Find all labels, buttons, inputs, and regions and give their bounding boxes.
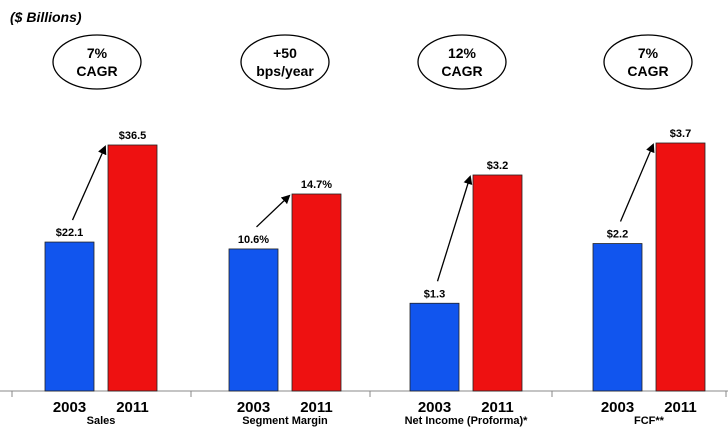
growth-arrow-4 — [619, 143, 655, 222]
callout-text-2-line-1: +50 — [273, 45, 297, 61]
growth-arrow-1 — [71, 145, 107, 221]
group-label-1: Sales — [87, 415, 116, 427]
callout-text-3-line-2: CAGR — [441, 63, 482, 79]
growth-arrow-3 — [436, 175, 473, 282]
callout-text-4-line-2: CAGR — [627, 63, 668, 79]
group-label-4: FCF** — [634, 415, 665, 427]
bar-3-2003 — [409, 302, 460, 392]
callout-text-1-line-1: 7% — [87, 45, 108, 61]
growth-arrow-2 — [256, 194, 291, 228]
callout-text-1-line-2: CAGR — [76, 63, 117, 79]
bar-4-2011 — [655, 142, 706, 392]
bar-2-2011 — [291, 193, 342, 392]
value-label-4-2003: $2.2 — [607, 229, 628, 241]
value-label-1-2011: $36.5 — [119, 130, 147, 142]
value-label-3-2011: $3.2 — [487, 160, 508, 172]
tick-label-2-2003: 2003 — [237, 399, 270, 416]
group-label-3: Net Income (Proforma)* — [405, 415, 529, 427]
bar-1-2003 — [44, 241, 95, 392]
bar-4-2003 — [592, 243, 643, 392]
tick-label-2-2011: 2011 — [300, 399, 333, 416]
tick-label-1-2011: 2011 — [116, 399, 149, 416]
callout-ellipse-2 — [240, 34, 330, 90]
tick-label-3-2011: 2011 — [481, 399, 514, 416]
callout-text-4-line-1: 7% — [638, 45, 659, 61]
callout-text-2-line-2: bps/year — [256, 63, 314, 79]
tick-label-1-2003: 2003 — [53, 399, 86, 416]
bar-3-2011 — [472, 174, 523, 392]
callout-ellipse-4 — [603, 34, 693, 90]
bar-1-2011 — [107, 144, 158, 392]
group-label-2: Segment Margin — [242, 415, 328, 427]
value-label-2-2003: 10.6% — [238, 234, 269, 246]
bar-2-2003 — [228, 248, 279, 392]
callout-ellipse-1 — [52, 34, 142, 90]
value-label-1-2003: $22.1 — [56, 227, 84, 239]
unit-label: ($ Billions) — [10, 9, 82, 25]
value-label-3-2003: $1.3 — [424, 288, 445, 300]
value-label-2-2011: 14.7% — [301, 179, 332, 191]
tick-label-4-2003: 2003 — [601, 399, 634, 416]
tick-label-3-2003: 2003 — [418, 399, 451, 416]
value-label-4-2011: $3.7 — [670, 128, 691, 140]
tick-label-4-2011: 2011 — [664, 399, 697, 416]
callout-text-3-line-1: 12% — [448, 45, 477, 61]
callout-ellipse-3 — [417, 34, 507, 90]
